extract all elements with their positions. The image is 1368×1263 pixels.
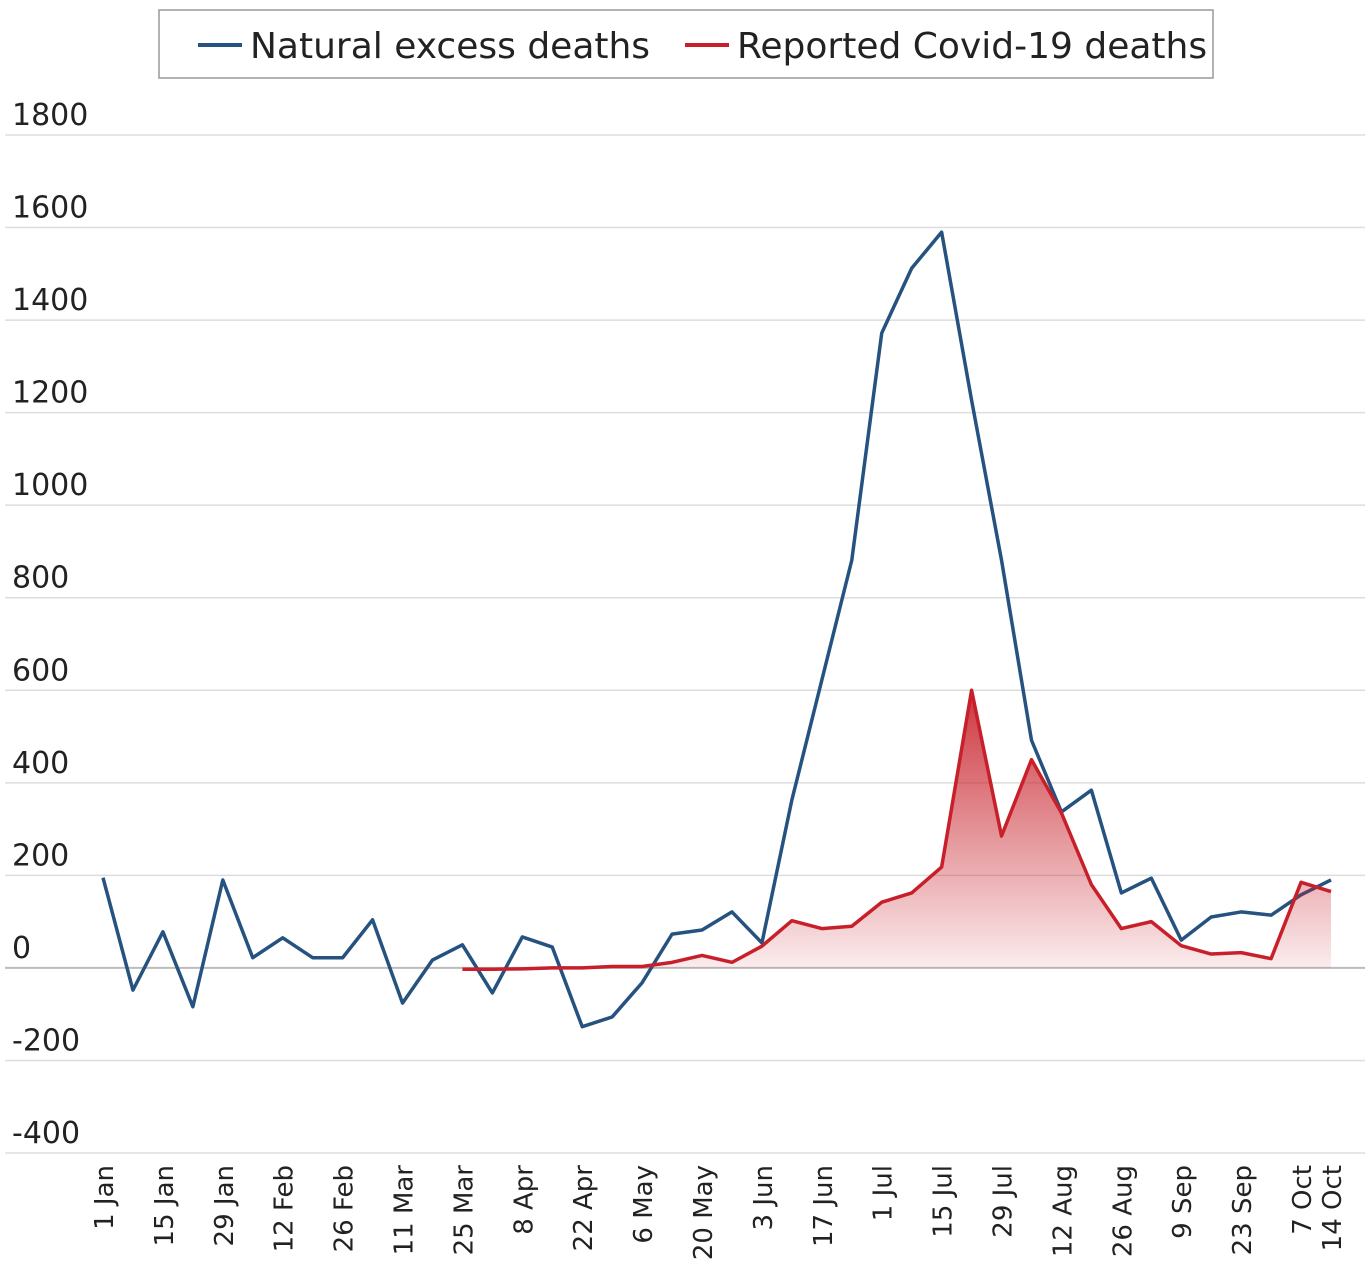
x-tick-label: 14 Oct (1318, 1165, 1348, 1251)
x-tick-label: 26 Feb (330, 1165, 360, 1252)
x-tick-label: 23 Sep (1228, 1165, 1258, 1255)
x-tick-label: 17 Jun (809, 1165, 839, 1247)
legend-label: Natural excess deaths (250, 26, 650, 67)
y-tick-label: 1800 (12, 98, 88, 133)
x-tick-label: 25 Mar (449, 1165, 479, 1256)
x-tick-label: 12 Feb (270, 1165, 300, 1252)
x-tick-label: 6 May (629, 1165, 659, 1244)
x-tick-label: 3 Jun (749, 1165, 779, 1230)
x-tick-label: 22 Apr (569, 1165, 599, 1252)
y-tick-label: -400 (12, 1116, 80, 1151)
x-tick-label: 26 Aug (1108, 1165, 1138, 1257)
x-tick-label: 9 Sep (1168, 1165, 1198, 1239)
y-tick-label: 1400 (12, 283, 88, 318)
y-tick-label: 600 (12, 653, 69, 688)
x-tick-label: 7 Oct (1288, 1165, 1318, 1235)
x-tick-label: 11 Mar (390, 1165, 420, 1256)
y-tick-label: -200 (12, 1023, 80, 1058)
x-tick-label: 29 Jan (210, 1165, 240, 1246)
y-tick-label: 200 (12, 838, 69, 873)
x-tick-label: 20 May (689, 1165, 719, 1259)
legend-label: Reported Covid-19 deaths (737, 26, 1207, 67)
line (101, 230, 1332, 1029)
y-tick-label: 1000 (12, 468, 88, 503)
x-tick-label: 1 Jan (90, 1165, 120, 1230)
area (462, 690, 1331, 970)
line (462, 688, 1332, 972)
y-tick-label: 1200 (12, 376, 88, 411)
x-tick-label: 1 Jul (869, 1165, 899, 1221)
y-tick-label: 1600 (12, 191, 88, 226)
x-tick-label: 12 Aug (1048, 1165, 1078, 1257)
x-tick-label: 8 Apr (509, 1165, 539, 1235)
y-tick-label: 400 (12, 746, 69, 781)
x-tick-label: 29 Jul (989, 1165, 1019, 1238)
y-tick-label: 800 (12, 561, 69, 596)
x-tick-label: 15 Jul (929, 1165, 959, 1238)
y-tick-label: 0 (12, 931, 31, 966)
x-tick-label: 15 Jan (150, 1165, 180, 1246)
